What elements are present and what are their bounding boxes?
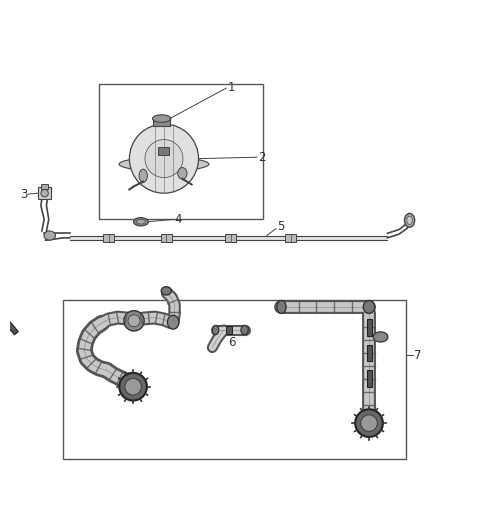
Bar xyxy=(41,184,48,188)
Bar xyxy=(70,236,387,240)
Bar xyxy=(38,187,51,199)
Bar xyxy=(154,118,170,126)
Text: 6: 6 xyxy=(228,336,236,349)
Ellipse shape xyxy=(119,157,209,171)
Ellipse shape xyxy=(136,219,145,224)
Ellipse shape xyxy=(161,287,171,295)
Bar xyxy=(367,370,372,387)
Bar xyxy=(285,234,296,242)
Text: 7: 7 xyxy=(414,349,422,362)
Circle shape xyxy=(361,415,377,431)
Bar xyxy=(4,319,18,335)
Text: 4: 4 xyxy=(175,213,182,226)
Bar xyxy=(99,83,263,219)
Circle shape xyxy=(145,140,183,178)
Bar xyxy=(226,326,232,334)
Ellipse shape xyxy=(139,169,147,182)
Ellipse shape xyxy=(405,213,415,227)
Circle shape xyxy=(130,124,199,193)
Circle shape xyxy=(128,315,140,327)
Text: 2: 2 xyxy=(258,151,266,164)
Circle shape xyxy=(41,189,48,197)
Ellipse shape xyxy=(407,216,412,225)
Bar xyxy=(103,234,114,242)
Ellipse shape xyxy=(277,301,286,313)
Circle shape xyxy=(125,378,142,395)
Bar xyxy=(225,234,236,242)
Bar xyxy=(367,320,372,336)
Circle shape xyxy=(119,373,147,400)
Bar xyxy=(62,300,406,459)
Ellipse shape xyxy=(153,115,171,122)
Bar xyxy=(161,234,172,242)
Ellipse shape xyxy=(373,332,388,342)
Ellipse shape xyxy=(212,326,219,335)
Bar xyxy=(367,345,372,361)
Ellipse shape xyxy=(241,326,248,335)
Ellipse shape xyxy=(44,231,56,240)
Bar xyxy=(158,147,169,155)
Text: 3: 3 xyxy=(20,187,27,201)
Ellipse shape xyxy=(363,301,375,313)
Ellipse shape xyxy=(178,168,187,179)
Text: 5: 5 xyxy=(277,220,284,233)
Circle shape xyxy=(124,311,144,331)
Circle shape xyxy=(355,409,383,437)
Ellipse shape xyxy=(133,217,148,226)
Text: 1: 1 xyxy=(228,81,235,93)
Ellipse shape xyxy=(168,315,179,329)
